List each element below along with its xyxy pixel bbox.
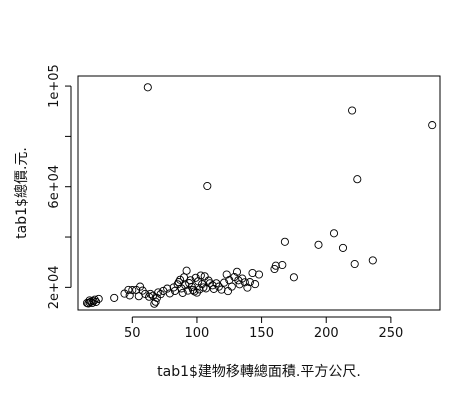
- data-point: [224, 288, 231, 295]
- data-point: [228, 283, 235, 290]
- x-tick-label: 100: [185, 326, 210, 341]
- data-point: [351, 260, 358, 267]
- data-point: [339, 244, 346, 251]
- x-axis: 50 100 150 200 250: [124, 317, 403, 341]
- y-tick-label: 2e+04: [47, 265, 62, 309]
- x-tick-label: 150: [249, 326, 274, 341]
- data-point: [349, 107, 356, 114]
- x-axis-label: tab1$建物移轉總面積.平方公尺.: [157, 363, 361, 380]
- data-point: [204, 182, 211, 189]
- plot-frame: [78, 76, 440, 310]
- data-point: [281, 238, 288, 245]
- data-points: [83, 84, 435, 308]
- data-point: [255, 271, 262, 278]
- data-point: [429, 122, 436, 129]
- data-point: [249, 269, 256, 276]
- y-tick-label: 1e+05: [47, 64, 62, 108]
- data-point: [315, 241, 322, 248]
- data-point: [144, 84, 151, 91]
- data-point: [330, 230, 337, 237]
- data-point: [183, 267, 190, 274]
- data-point: [369, 257, 376, 264]
- y-axis: 2e+04 6e+04 1e+05: [47, 64, 71, 309]
- x-tick-label: 50: [124, 326, 141, 341]
- x-tick-label: 250: [378, 326, 403, 341]
- data-point: [290, 274, 297, 281]
- y-axis-label: tab1$總價.元.: [13, 147, 30, 239]
- data-point: [111, 294, 118, 301]
- data-point: [354, 176, 361, 183]
- x-tick-label: 200: [314, 326, 339, 341]
- y-tick-label: 6e+04: [47, 165, 62, 209]
